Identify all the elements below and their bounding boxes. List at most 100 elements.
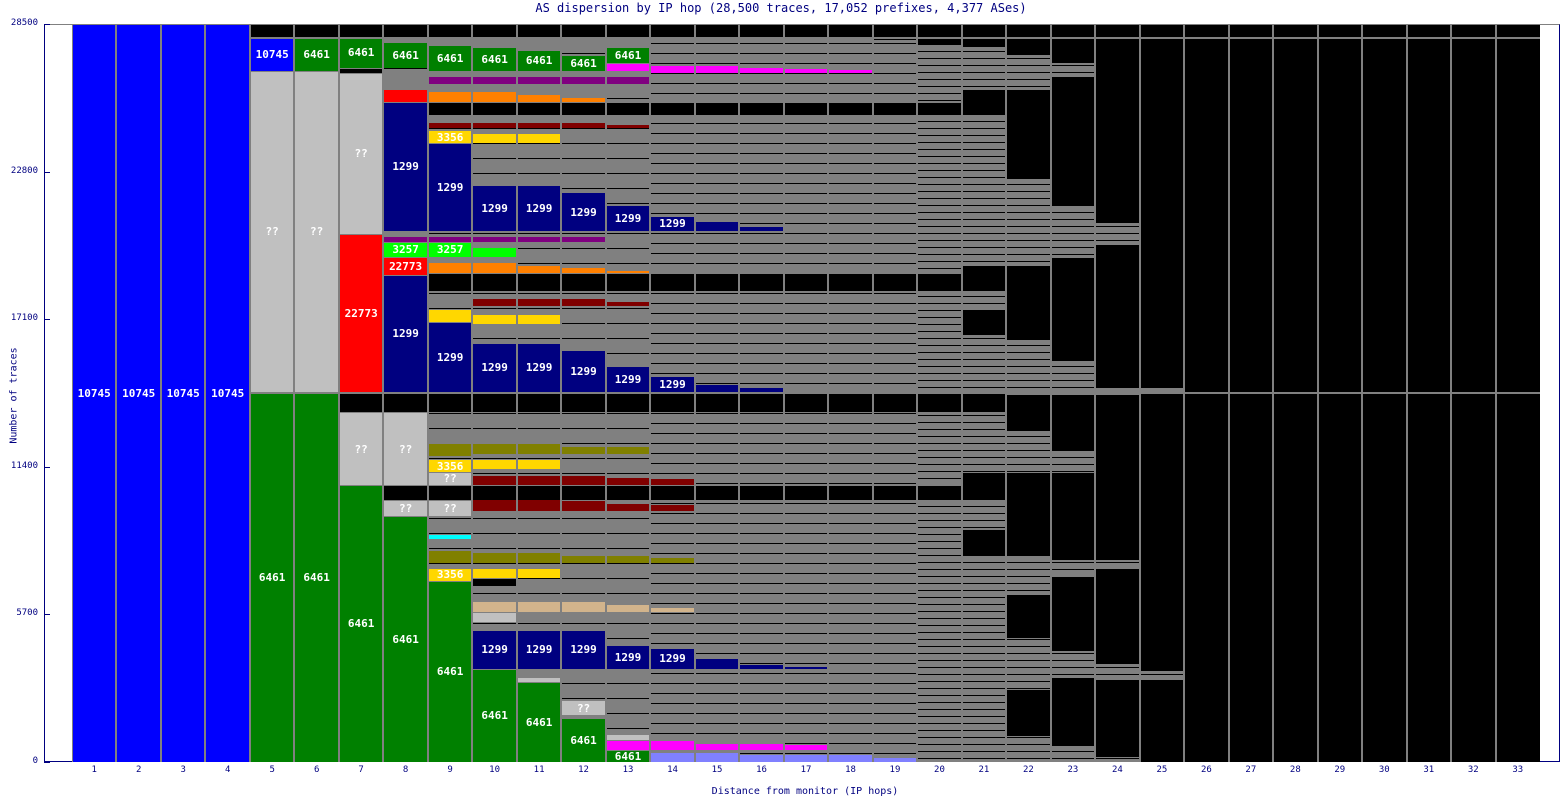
segment-as-noresponse [472,578,517,586]
segment-label: 6461 [392,633,419,646]
segment-as-noresponse [1050,24,1096,63]
segment-label: 6461 [258,570,286,584]
segment-as-6461: 6461 [605,750,651,762]
segment-as-noresponse [917,272,962,291]
segment-as-noresponse [739,24,784,37]
segment-label: 1299 [614,212,642,226]
segment-as-noresponse [828,272,873,291]
segment-as-olive [427,549,473,563]
segment-as-noresponse [961,528,1007,555]
segment-as-tan [650,606,695,612]
segment-as-3356 [516,314,562,325]
segment-as-noresponse [1050,75,1096,206]
x-tick-label: 12 [578,765,589,775]
y-tick-label: 28500 [10,18,38,28]
segment-as-noresponse [605,391,651,413]
segment-as-noresponse [739,484,784,501]
segment-as-tan [472,601,517,612]
segment-as-noresponse [694,272,740,291]
segment-as-1299: 1299 [427,143,473,232]
segment-label: ?? [265,225,279,239]
segment-as-olive [516,443,562,454]
segment-as-noresponse [783,24,829,37]
segment-as-orange [472,262,517,273]
segment-as-1299: 1299 [472,342,517,392]
segment-as-magenta [605,739,651,751]
segment-label: 1299 [392,160,419,174]
segment-as-10745: 10745 [160,24,206,762]
segment-as-1299 [739,225,784,232]
segment-as-noresponse [872,101,918,115]
segment-as-olive [472,443,517,454]
segment-as-noresponse [872,272,918,291]
segment-as-purple [516,75,562,84]
segment-as-noresponse [605,24,651,37]
segment-as-noresponse [1095,244,1140,387]
segment-as-6461: 6461 [383,42,428,69]
segment-as-3257: 3257 [427,241,473,258]
segment-label: 10745 [211,387,245,400]
segment-as-1299: 1299 [650,648,695,669]
segment-as-lightblue [783,754,829,762]
segment-as-6461: 6461 [427,44,473,71]
segment-as-darkred [472,474,517,485]
segment-as-3356 [472,314,517,325]
chart-title: AS dispersion by IP hop (28,500 traces, … [535,1,1027,15]
segment-as-orange [516,264,562,273]
x-tick-label: 20 [934,765,945,775]
segment-as-purple [605,75,651,84]
segment-label: 1299 [525,201,553,215]
y-tick-label: 0 [32,756,38,766]
segment-label: 6461 [347,617,375,631]
segment-as-noresponse [383,24,428,37]
segment-label: 1299 [614,372,642,386]
segment-as-orange [561,96,606,102]
segment-as-noresponse [427,484,473,501]
x-tick-label: 13 [622,765,634,775]
hop-column-5: 6461?? 10745 [249,24,295,762]
segment-as-lightblue [828,754,873,762]
segment-as-noresponse [828,24,873,37]
segment-as-purple [561,75,606,84]
segment-label: 6461 [614,49,642,63]
segment-as-purple [427,75,473,84]
segment-as-10745: 10745 [205,24,250,762]
segment-as- [605,733,651,740]
segment-as-olive [605,446,651,454]
segment-as-noresponse [516,391,562,413]
segment-as-3356: 3356 [427,459,473,472]
segment-as-noresponse [650,484,695,501]
segment-as-3356 [516,132,562,144]
segment-as- [516,676,562,682]
segment-as-magenta [650,739,695,751]
segment-as-noresponse [1139,391,1185,672]
x-tick-label: 21 [978,765,990,775]
x-tick-label: 2 [136,765,142,775]
segment-as-noresponse [1006,24,1051,56]
segment-as-tan [605,604,651,612]
segment-as-1299: 1299 [561,629,606,669]
segment-as-noresponse [383,484,428,501]
segment-label: ?? [399,502,413,516]
x-tick-label: 26 [1200,765,1212,775]
segment-label: 6461 [436,665,464,679]
segment-as-darkred [516,298,562,307]
segment-as-noresponse [917,484,962,501]
segment-as-6461: 6461 [383,516,428,762]
segment-as-noresponse [605,484,651,501]
segment-as-1299 [783,666,829,669]
segment-as-noresponse [650,24,695,37]
segment-label: 22773 [389,260,423,274]
segment-as-darkred [472,298,517,307]
segment-as-noresponse [1139,679,1185,762]
segment-as-noresponse [605,101,651,115]
segment-as-olive [650,557,695,563]
segment-as-noresponse [961,471,1007,501]
segment-as-noresponse [1095,24,1140,224]
segment-as-noresponse [338,391,384,413]
segment-as-noresponse [694,391,740,413]
column-separator [115,24,118,762]
y-tick-label: 5700 [16,608,38,619]
segment-as-olive [561,554,606,563]
segment-as-noresponse [383,391,428,413]
